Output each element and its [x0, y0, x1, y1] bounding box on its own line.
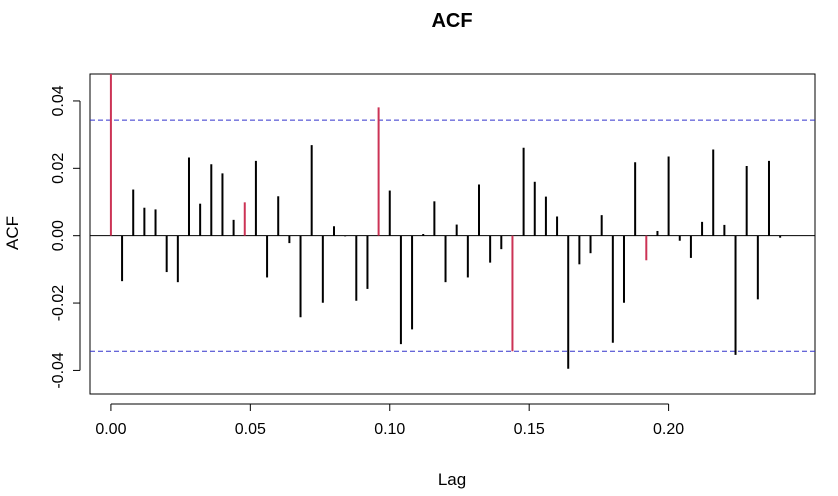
x-axis-label: Lag [438, 470, 466, 489]
chart-title: ACF [431, 10, 472, 32]
y-tick-label: 0.02 [50, 153, 67, 184]
y-tick-label: 0.04 [50, 85, 67, 116]
x-tick-label: 0.10 [374, 421, 405, 438]
y-tick-label: -0.04 [50, 352, 67, 389]
y-axis-label: ACF [3, 216, 22, 250]
x-tick-label: 0.20 [653, 421, 684, 438]
plot-frame [89, 73, 816, 395]
y-tick-label: -0.02 [50, 285, 67, 322]
x-tick-label: 0.15 [514, 421, 545, 438]
x-tick-label: 0.00 [95, 421, 126, 438]
y-tick-label: 0.00 [50, 220, 67, 251]
x-tick-label: 0.05 [235, 421, 266, 438]
